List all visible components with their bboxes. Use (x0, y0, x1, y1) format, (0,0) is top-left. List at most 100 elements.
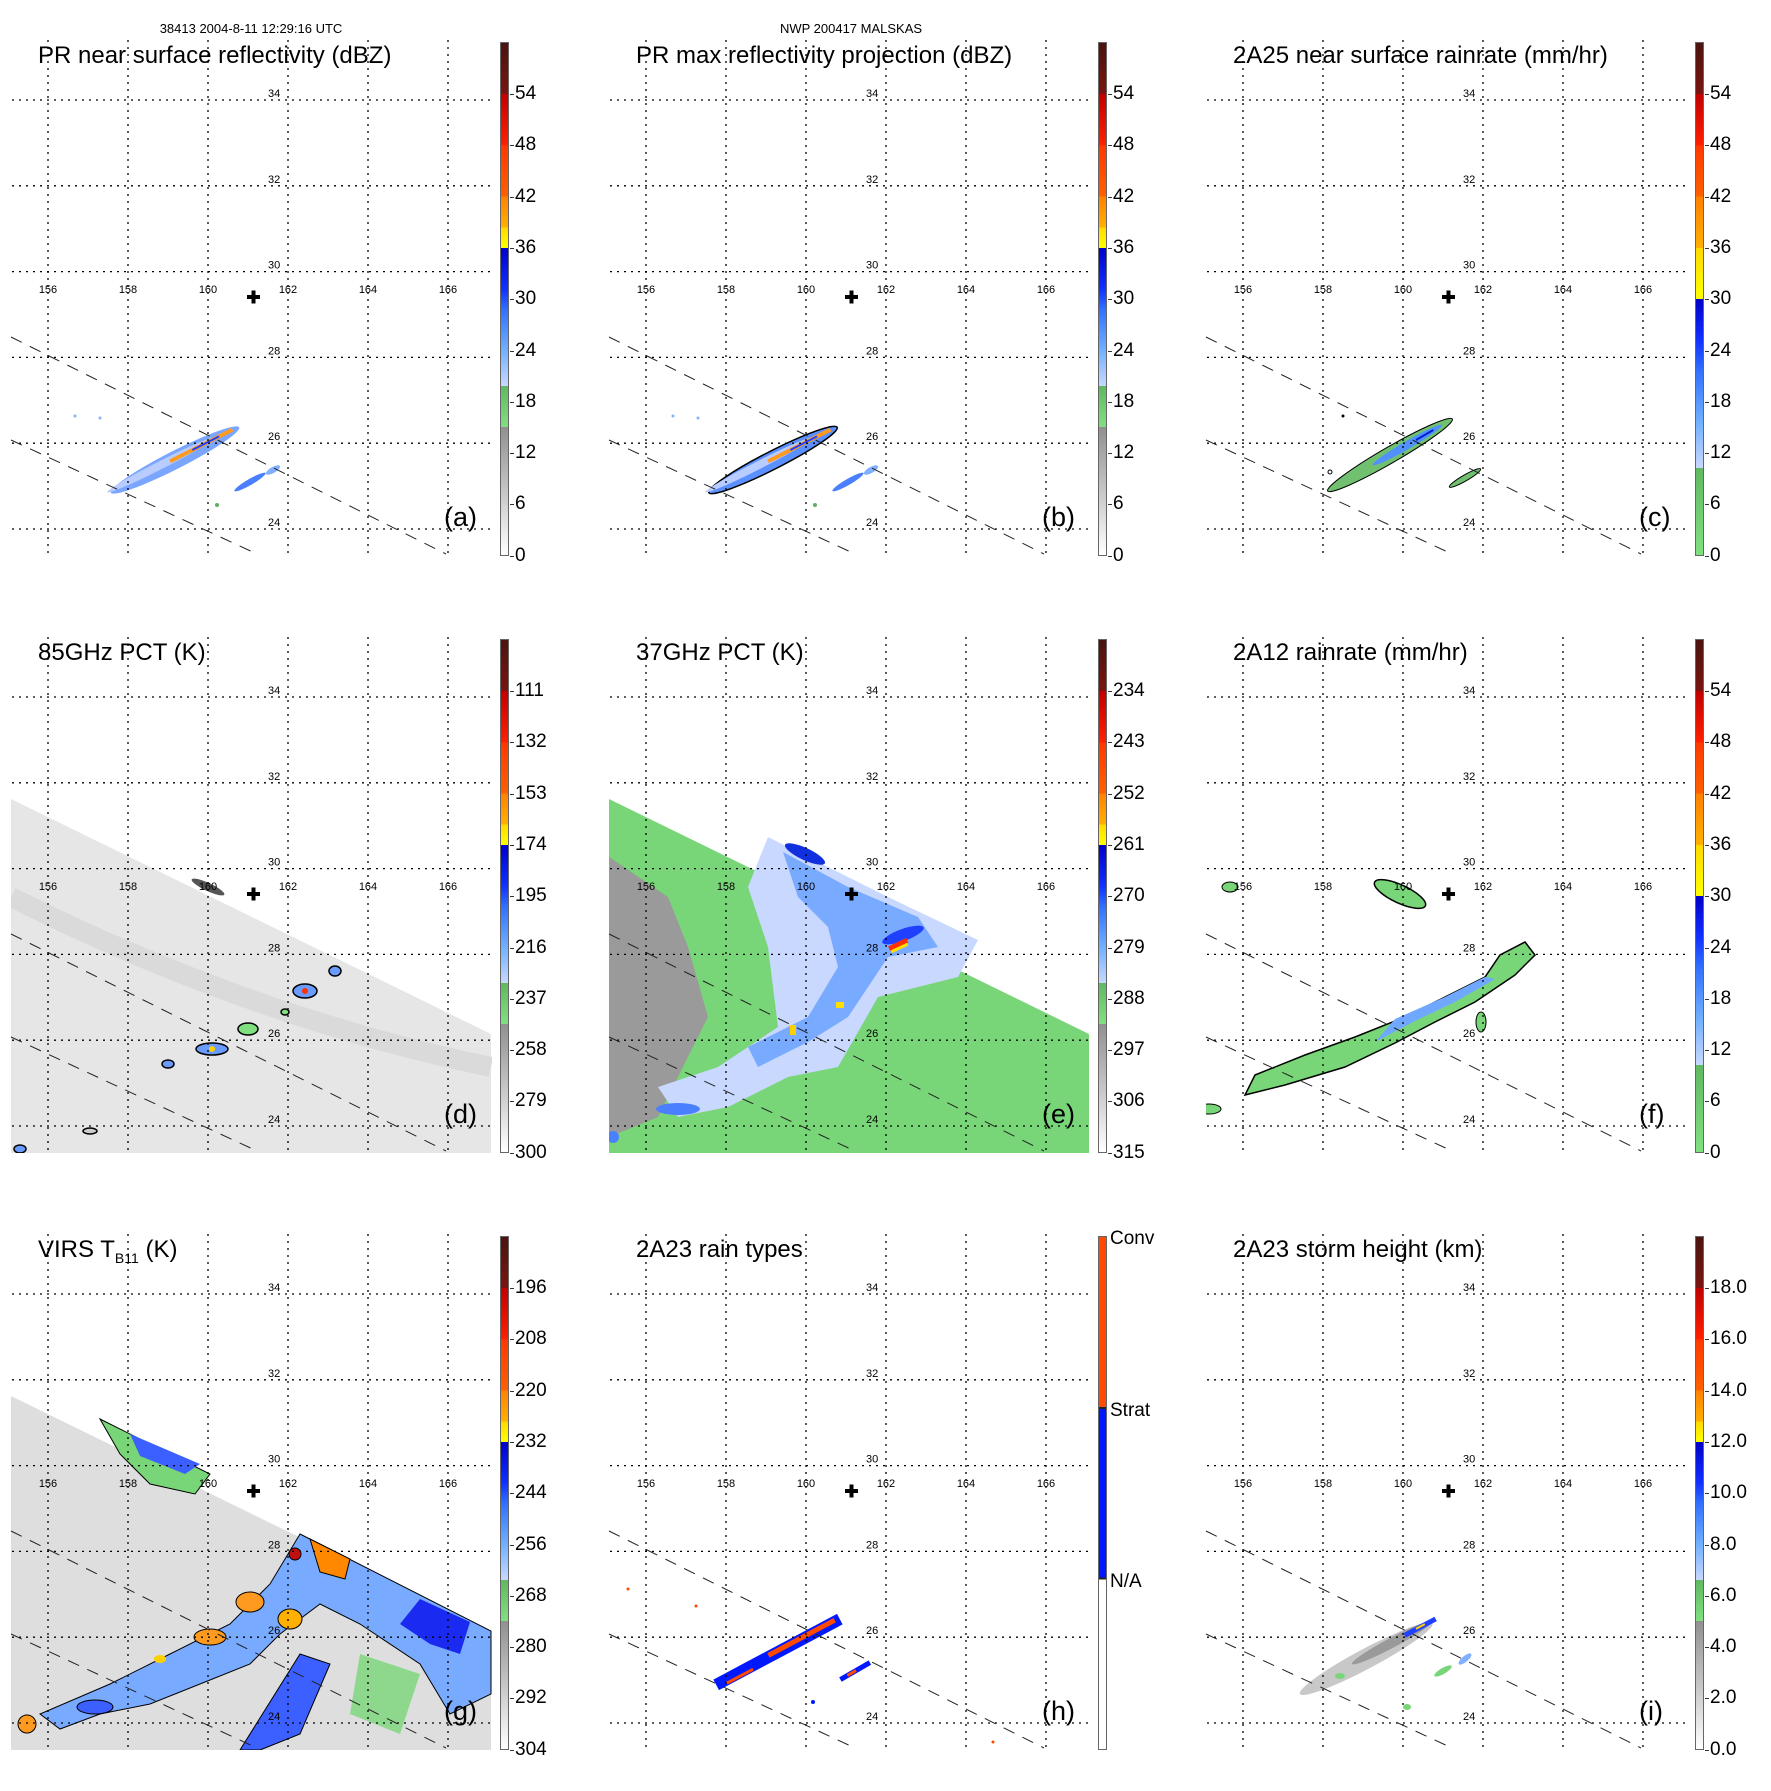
longitude-label: 166 (1037, 1478, 1055, 1490)
panel-h: 156 158 160 162 164 166 34 32 30 28 26 24 2A23 rain … (598, 1194, 1196, 1791)
colorbar-tick (1108, 998, 1112, 1000)
swath-edge-line (608, 1530, 1045, 1749)
colorbar-label: 36 (515, 236, 537, 258)
colorbar-tick (1705, 401, 1709, 403)
latitude-label: 30 (1463, 260, 1475, 272)
longitude-label: 164 (1554, 284, 1572, 296)
colorbar-tick (1705, 844, 1709, 846)
latitude-label: 28 (268, 345, 280, 357)
latitude-label: 30 (268, 260, 280, 272)
colorbar-tick (1705, 1101, 1709, 1103)
colorbar (500, 1236, 509, 1750)
colorbar-label: 195 (515, 885, 547, 907)
panel-title: PR max reflectivity projection (dBZ) (636, 42, 1013, 69)
colorbar-tick (510, 401, 514, 403)
colorbar-label: 30 (515, 288, 537, 310)
panel-b: 156 158 160 162 164 166 34 32 30 28 26 24 PR max ref… (598, 0, 1196, 597)
colorbar-tick (1705, 1493, 1709, 1495)
colorbar-tick (1705, 742, 1709, 744)
longitude-label: 158 (119, 284, 137, 296)
latitude-label: 24 (866, 1114, 878, 1126)
colorbar (1695, 639, 1704, 1153)
colorbar-label: 153 (515, 782, 547, 804)
swath-edge-line (1205, 1036, 1453, 1152)
colorbar-label: 6 (1113, 493, 1124, 515)
colorbar-label: 18 (515, 390, 537, 412)
colorbar-label: 12.0 (1710, 1430, 1747, 1452)
colorbar-label: 24 (1710, 936, 1732, 958)
panel-g: 156 158 160 162 164 166 34 32 30 28 26 24 VIRS TB11 … (0, 1194, 598, 1791)
latitude-label: 30 (866, 1454, 878, 1466)
colorbar-label: 42 (1113, 185, 1135, 207)
longitude-label: 164 (359, 1478, 377, 1490)
colorbar-tick (1705, 1152, 1709, 1154)
colorbar-tick (510, 691, 514, 692)
swath-edge-line (608, 1633, 856, 1749)
colorbar-label: 18.0 (1710, 1277, 1747, 1298)
longitude-label: 156 (637, 881, 655, 893)
latitude-label: 34 (866, 1282, 878, 1294)
colorbar-tick (1108, 1101, 1112, 1103)
colorbar-label: 36 (1113, 236, 1135, 258)
colorbar-tick (510, 1544, 514, 1546)
colorbar-tick (1705, 350, 1709, 352)
colorbar-tick (1108, 145, 1112, 147)
longitude-label: 160 (1394, 881, 1412, 893)
longitude-label: 158 (119, 881, 137, 893)
colorbar-tick (510, 1493, 514, 1495)
longitude-label: 160 (797, 881, 815, 893)
colorbar-label: 2.0 (1710, 1687, 1737, 1709)
longitude-label: 164 (957, 881, 975, 893)
storm-center-cross-icon (845, 1484, 858, 1498)
colorbar-label: 234 (1113, 680, 1145, 701)
colorbar-tick (510, 896, 514, 898)
storm-center-cross-icon (1442, 887, 1455, 901)
colorbar-label: 196 (515, 1277, 547, 1298)
panel-letter: (d) (444, 1099, 477, 1129)
colorbar-label: 279 (1113, 936, 1145, 958)
colorbar-label: 6 (1710, 1090, 1721, 1112)
colorbar-label: 292 (515, 1687, 547, 1709)
colorbar-tick (1705, 1441, 1709, 1443)
panel-title: 37GHz PCT (K) (636, 639, 804, 666)
latitude-label: 26 (268, 431, 280, 443)
colorbar-tick (1108, 691, 1112, 692)
longitude-label: 160 (199, 284, 217, 296)
latitude-label: 30 (268, 857, 280, 869)
swath-edge-line (608, 1036, 856, 1152)
latitude-label: 24 (268, 1114, 280, 1126)
colorbar-tick (1705, 1544, 1709, 1546)
longitude-label: 162 (279, 1478, 297, 1490)
swath-edge-line (1205, 933, 1642, 1152)
colorbar-tick (1705, 1595, 1709, 1597)
colorbar-label: 30 (1710, 885, 1732, 907)
latitude-label: 32 (1463, 1368, 1475, 1380)
panel-title: 2A23 storm height (km) (1233, 1236, 1483, 1263)
colorbar-tick (510, 844, 514, 846)
panel-d: 156 158 160 162 164 166 34 32 30 28 26 24 85GHz PCT … (0, 597, 598, 1194)
colorbar-tick (510, 196, 514, 198)
colorbar-label: 6 (515, 493, 526, 515)
latitude-label: 32 (268, 771, 280, 783)
latitude-label: 28 (268, 942, 280, 954)
colorbar-label: 300 (515, 1141, 547, 1163)
latitude-label: 30 (1463, 1454, 1475, 1466)
virs-ir-field (11, 1396, 492, 1750)
longitude-label: 156 (637, 1478, 655, 1490)
colorbar-label: Conv (1110, 1227, 1155, 1249)
colorbar-tick (1108, 1152, 1112, 1154)
colorbar-label: Strat (1110, 1399, 1151, 1421)
colorbar (1695, 1236, 1704, 1750)
panel-letter: (h) (1042, 1696, 1075, 1726)
panel-letter: (g) (444, 1696, 477, 1726)
colorbar (500, 42, 509, 556)
colorbar-tick (510, 1390, 514, 1392)
colorbar (500, 639, 509, 1153)
swath-edge-line (10, 933, 447, 1152)
colorbar-tick (1705, 998, 1709, 1000)
swath-edge-line (608, 439, 856, 555)
colorbar-label: 0 (1710, 1141, 1721, 1163)
swath-edge-line (10, 1633, 258, 1749)
colorbar-tick (510, 1288, 514, 1289)
longitude-label: 160 (199, 881, 217, 893)
